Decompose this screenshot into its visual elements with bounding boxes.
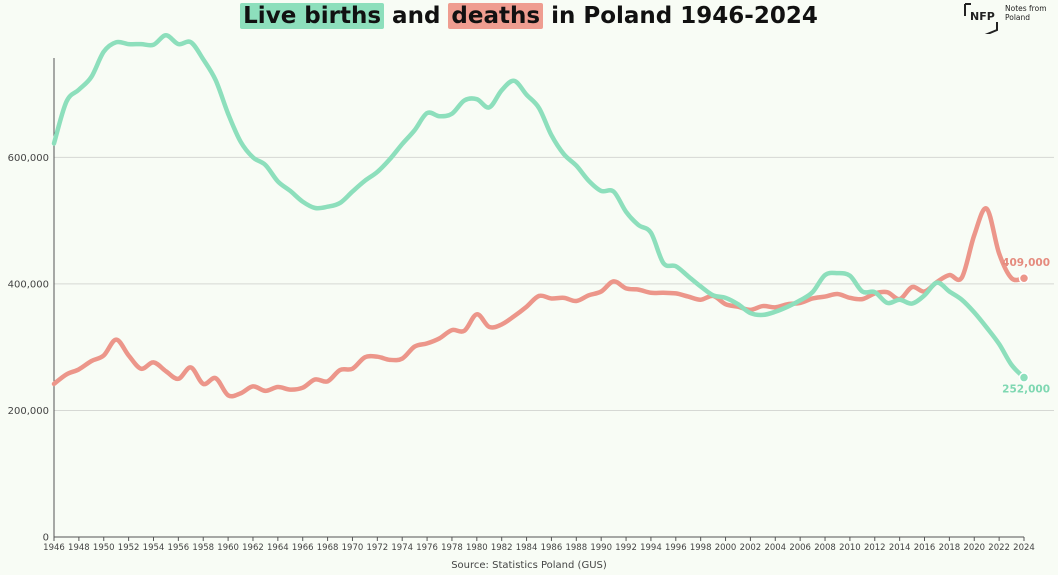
x-tick-label: 1964 <box>267 543 289 553</box>
title-deaths-highlight: deaths <box>448 3 544 29</box>
x-tick-label: 2024 <box>1013 543 1035 553</box>
x-tick-label: 1998 <box>690 543 712 553</box>
y-tick-label: 200,000 <box>8 406 49 417</box>
logo-mark-text: NFP <box>970 10 995 23</box>
grid-lines <box>54 156 1054 411</box>
x-tick-label: 2022 <box>988 543 1010 553</box>
births-line <box>51 33 1027 380</box>
x-tick-label: 2014 <box>889 543 911 553</box>
x-tick-label: 1948 <box>68 543 90 553</box>
x-tick-label: 1974 <box>391 543 413 553</box>
logo-line-2: Poland <box>1005 13 1031 22</box>
x-tick-label: 1976 <box>416 543 438 553</box>
end-labels: 409,000 252,000 <box>1002 257 1050 395</box>
x-tick-label: 1978 <box>441 543 463 553</box>
x-tick-label: 1994 <box>640 543 662 553</box>
title-connector: and <box>384 3 449 29</box>
series-lines <box>51 33 1030 399</box>
x-tick-label: 1996 <box>665 543 687 553</box>
x-tick-label: 1970 <box>342 543 364 553</box>
notes-from-poland-logo[interactable]: NFP Notes from Poland <box>961 0 1056 38</box>
x-tick-label: 2020 <box>963 543 985 553</box>
x-tick-label: 1980 <box>466 543 488 553</box>
x-tick-label: 1958 <box>192 543 214 553</box>
y-tick-label: 400,000 <box>8 279 49 290</box>
x-tick-label: 1988 <box>565 543 587 553</box>
title-rest: in Poland 1946-2024 <box>543 3 818 29</box>
x-tick-label: 1946 <box>43 543 65 553</box>
x-tick-label: 1986 <box>541 543 563 553</box>
x-tick-label: 1992 <box>615 543 637 553</box>
logo-wordmark: Notes from Poland <box>1005 4 1047 22</box>
x-tick-label: 1954 <box>143 543 165 553</box>
x-tick-label: 1984 <box>516 543 538 553</box>
x-tick-label: 1982 <box>491 543 513 553</box>
source-note: Source: Statistics Poland (GUS) <box>451 560 607 571</box>
x-tick-label: 2012 <box>864 543 886 553</box>
births-end-label: 252,000 <box>1002 384 1050 396</box>
x-tick-label: 2002 <box>740 543 762 553</box>
x-tick-label: 1956 <box>168 543 190 553</box>
x-tick-label: 2010 <box>839 543 861 553</box>
x-tick-label: 1950 <box>93 543 115 553</box>
deaths-end-label: 409,000 <box>1002 257 1050 269</box>
chart-title: Live births and deaths in Poland 1946-20… <box>0 0 1058 34</box>
x-tick-label: 2018 <box>939 543 961 553</box>
y-tick-label: 0 <box>43 533 49 544</box>
x-tick-label: 2004 <box>764 543 786 553</box>
x-tick-label: 1972 <box>367 543 389 553</box>
nfp-logo-icon: NFP <box>964 3 998 34</box>
x-tick-label: 1952 <box>118 543 140 553</box>
x-tick-label: 2008 <box>814 543 836 553</box>
x-tick-label: 1966 <box>292 543 314 553</box>
births-end-point <box>1018 372 1030 383</box>
deaths-line <box>51 206 1027 399</box>
x-tick-label: 1962 <box>242 543 264 553</box>
title-births-highlight: Live births <box>240 3 385 29</box>
x-tick-label: 1990 <box>590 543 612 553</box>
logo-line-1: Notes from <box>1005 4 1047 13</box>
y-tick-label: 600,000 <box>8 153 49 164</box>
x-tick-label: 2006 <box>789 543 811 553</box>
deaths-end-point <box>1018 272 1030 284</box>
x-tick-label: 2016 <box>914 543 936 553</box>
x-tick-label: 1968 <box>317 543 339 553</box>
x-tick-label: 2000 <box>715 543 737 553</box>
x-tick-label: 1960 <box>217 543 239 553</box>
